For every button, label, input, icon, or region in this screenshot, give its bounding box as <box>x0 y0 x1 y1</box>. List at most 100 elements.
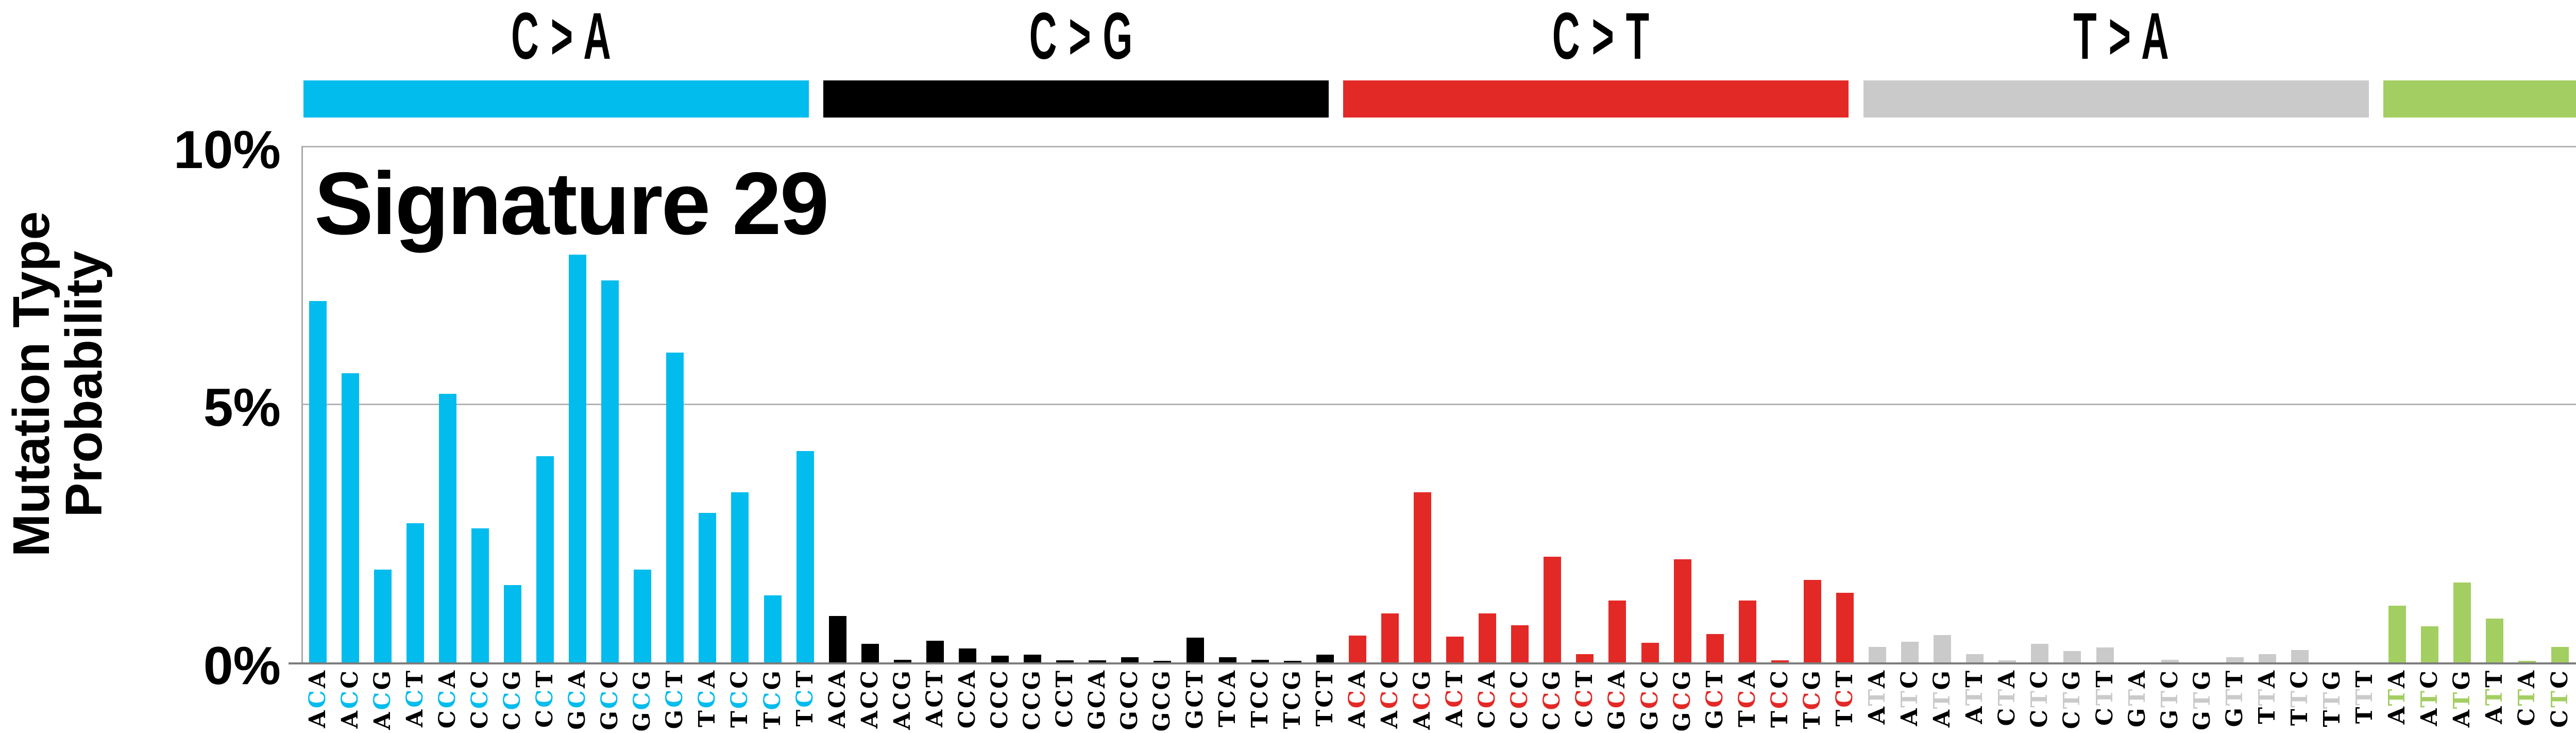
header-label-t-to-c: T > C <box>2490 3 2576 70</box>
x-tick-label-CTT: CTT <box>2091 669 2118 733</box>
header-label-c-to-a: C > A <box>511 0 612 73</box>
x-tick-char2-highlight: C <box>759 690 786 710</box>
bar-C-to-A-ACC <box>341 373 359 662</box>
bar-T-to-A-CTT <box>2096 647 2114 662</box>
x-tick-char3: C <box>2026 669 2053 689</box>
x-tick-char3: C <box>1116 669 1143 689</box>
x-tick-char3: C <box>987 669 1013 689</box>
x-tick-char3: C <box>1896 669 1923 689</box>
x-tick-label-CCT: CCT <box>1571 669 1598 733</box>
header-strip-c-to-t <box>1343 80 1849 118</box>
y-tick-10pct: 10% <box>173 120 281 180</box>
x-tick-label-ACT: ACT <box>401 669 428 733</box>
bar-C-to-G-TCA <box>1218 657 1236 662</box>
x-tick-label-GTA: GTA <box>2124 669 2150 733</box>
bar-C-to-A-CCA <box>438 394 456 662</box>
x-tick-char1: A <box>401 707 428 727</box>
bar-C-to-G-ACC <box>861 643 879 662</box>
x-tick-char2-highlight: T <box>2449 690 2476 709</box>
x-tick-char1: A <box>2449 709 2476 728</box>
x-tick-char2-highlight: C <box>1181 687 1208 708</box>
x-tick-label-TCG: TCG <box>1799 669 1825 733</box>
x-tick-label-ACA: ACA <box>824 669 851 733</box>
x-tick-char2-highlight: T <box>2351 687 2378 706</box>
x-tick-label-CCG: CCG <box>1019 669 1046 733</box>
x-tick-char1: T <box>1799 710 1825 729</box>
x-tick-label-ACC: ACC <box>337 669 363 733</box>
x-tick-label-CCA: CCA <box>954 669 980 733</box>
bar-C-to-A-TCT <box>796 451 814 662</box>
x-tick-char2-highlight: C <box>921 687 948 708</box>
x-tick-char1: G <box>662 707 688 729</box>
x-tick-char1: A <box>2416 707 2443 726</box>
x-tick-label-CCG: CCG <box>499 669 526 733</box>
x-tick-char3: A <box>1864 669 1891 689</box>
x-tick-char3: A <box>304 669 331 689</box>
x-tick-char2-highlight: C <box>1831 687 1858 708</box>
x-tick-char1: A <box>2481 705 2508 724</box>
x-tick-label-GTC: GTC <box>2156 669 2183 733</box>
header-strip-t-to-c <box>2383 80 2576 118</box>
x-tick-char3: G <box>1149 669 1176 690</box>
x-tick-char3: G <box>889 669 916 690</box>
x-tick-char3: C <box>2546 669 2573 689</box>
x-tick-char3: A <box>1214 669 1241 689</box>
x-tick-char2-highlight: C <box>1442 687 1468 708</box>
x-tick-char2-highlight: C <box>889 690 916 710</box>
x-tick-label-ACT: ACT <box>921 669 948 733</box>
x-tick-label-TCC: TCC <box>1247 669 1273 733</box>
x-tick-char2-highlight: T <box>1864 688 1891 706</box>
x-tick-char2-highlight: C <box>1311 687 1338 708</box>
bar-T-to-A-CTC <box>2031 643 2049 662</box>
x-tick-char1: A <box>1344 708 1370 728</box>
bar-T-to-A-TTA <box>2258 654 2276 662</box>
x-tick-label-GCG: GCG <box>1149 669 1176 733</box>
bar-C-to-G-TCG <box>1283 661 1301 662</box>
x-tick-label-TTC: TTC <box>2286 669 2313 733</box>
x-tick-char2-highlight: C <box>369 690 396 710</box>
x-tick-char3: G <box>2189 669 2215 690</box>
gridline-5pct <box>301 404 2576 405</box>
x-tick-char3: C <box>1376 669 1403 689</box>
y-tick-5pct: 5% <box>203 378 281 438</box>
x-tick-char1: C <box>1019 710 1046 730</box>
x-tick-char2-highlight: T <box>2156 689 2183 708</box>
x-tick-char3: C <box>597 669 623 689</box>
x-tick-char1: C <box>499 710 526 730</box>
x-tick-char2-highlight: C <box>629 690 656 710</box>
x-tick-char1: C <box>1994 706 2021 726</box>
x-tick-char1: T <box>791 707 818 727</box>
x-tick-char2-highlight: T <box>2189 690 2215 709</box>
x-tick-char2-highlight: C <box>1344 688 1370 709</box>
x-tick-label-CCG: CCG <box>1539 669 1566 733</box>
x-tick-char1: T <box>759 710 786 729</box>
x-tick-char2-highlight: T <box>2124 688 2150 706</box>
x-tick-char2-highlight: C <box>597 689 623 709</box>
header-strip-c-to-a <box>303 80 809 118</box>
bar-C-to-G-GCT <box>1186 637 1204 662</box>
bar-C-to-T-CCG <box>1544 556 1562 662</box>
x-tick-char3: G <box>1019 669 1046 690</box>
bar-C-to-A-ACG <box>374 569 392 662</box>
y-tick-0pct: 0% <box>203 636 281 696</box>
x-tick-label-GCA: GCA <box>1084 669 1110 733</box>
x-tick-char1: C <box>1539 710 1566 730</box>
x-tick-char1: A <box>1929 709 1956 728</box>
x-tick-char2-highlight: T <box>2026 689 2053 708</box>
bar-C-to-A-CCC <box>471 528 489 662</box>
x-tick-char2-highlight: T <box>2091 687 2118 706</box>
x-tick-char3: T <box>1052 669 1078 688</box>
x-tick-char2-highlight: C <box>1604 688 1631 709</box>
bar-C-to-T-GCA <box>1608 600 1626 662</box>
x-tick-label-ATG: ATG <box>2449 669 2476 733</box>
x-tick-char1: G <box>1181 707 1208 729</box>
x-tick-char1: A <box>1864 706 1891 725</box>
x-tick-char2-highlight: C <box>1571 687 1598 708</box>
x-tick-char3: G <box>2449 669 2476 690</box>
bar-C-to-G-CCA <box>958 648 976 662</box>
x-tick-char1: T <box>2286 707 2313 726</box>
bar-T-to-C-ATG <box>2453 582 2471 662</box>
x-tick-char2-highlight: C <box>1279 690 1306 710</box>
x-tick-char3: C <box>1636 669 1663 689</box>
x-tick-label-CCC: CCC <box>467 669 493 733</box>
